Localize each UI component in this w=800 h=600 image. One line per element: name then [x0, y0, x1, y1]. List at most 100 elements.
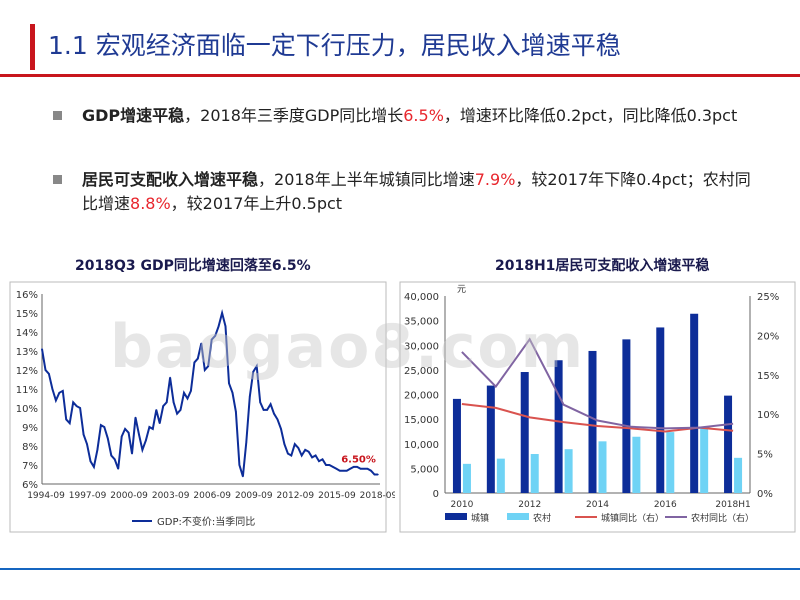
urban-income-bar	[622, 339, 631, 493]
gdp-data-point	[217, 325, 220, 328]
gdp-data-point	[363, 468, 365, 470]
footer-line	[0, 568, 800, 570]
gdp-data-point	[318, 460, 320, 462]
gdp-x-tick-label: 2018-09	[360, 491, 395, 501]
gdp-data-point	[103, 426, 106, 428]
gdp-data-point	[124, 428, 126, 430]
gdp-data-point	[342, 469, 345, 472]
gdp-data-point	[238, 464, 241, 466]
income-right-tick-label: 20%	[757, 331, 779, 342]
urban-income-bar	[656, 327, 665, 493]
bullet-income-hl2: 8.8%	[130, 194, 171, 213]
gdp-y-tick-label: 16%	[16, 290, 38, 301]
urban-income-bar	[554, 360, 563, 493]
bullet-income-bold: 居民可支配收入增速平稳	[82, 170, 259, 189]
gdp-data-point	[377, 473, 379, 476]
gdp-data-point	[273, 412, 275, 415]
income-chart-title: 2018H1居民可支配收入增速平稳	[495, 258, 710, 274]
gdp-data-point	[127, 431, 130, 434]
gdp-data-point	[44, 369, 47, 371]
urban-income-bar	[486, 385, 495, 493]
bullet-gdp-text: GDP增速平稳，2018年三季度GDP同比增长6.5%，增速环比降低0.2pct…	[82, 104, 760, 128]
gdp-x-tick-label: 2000-09	[110, 491, 148, 501]
bullet-gdp-hl1: 6.5%	[403, 106, 444, 125]
gdp-legend-label: GDP:不变价:当季同比	[157, 515, 255, 528]
gdp-data-point	[169, 376, 171, 379]
income-legend-swatch	[445, 513, 467, 520]
income-left-tick-label: 15,000	[404, 415, 439, 426]
gdp-data-point	[214, 335, 216, 337]
gdp-data-point	[96, 449, 99, 451]
gdp-data-point	[113, 458, 116, 461]
income-left-tick-label: 10,000	[404, 440, 439, 451]
gdp-y-tick-label: 6%	[22, 480, 38, 491]
rural-income-bar	[734, 457, 743, 493]
gdp-data-point	[148, 426, 151, 428]
title-underline	[0, 74, 800, 77]
gdp-data-point	[152, 428, 154, 430]
gdp-data-point	[266, 409, 268, 411]
gdp-data-point	[72, 401, 74, 404]
gdp-data-point	[248, 395, 251, 398]
gdp-x-tick-label: 2009-09	[235, 491, 273, 501]
gdp-chart-title: 2018Q3 GDP同比增速回落至6.5%	[75, 258, 311, 274]
gdp-data-point	[197, 357, 199, 360]
urban-growth-line	[461, 403, 734, 433]
rural-income-bar	[530, 454, 539, 493]
rural-income-bar	[598, 441, 607, 493]
gdp-data-point	[110, 454, 113, 457]
gdp-y-tick-label: 8%	[22, 442, 38, 453]
rural-growth-line	[461, 337, 734, 430]
rural-income-bar	[632, 436, 641, 493]
gdp-data-point	[359, 468, 362, 470]
income-x-tick-label: 2016	[654, 500, 677, 510]
bullet-income-text: 居民可支配收入增速平稳，2018年上半年城镇同比增速7.9%，较2017年下降0…	[82, 168, 760, 216]
gdp-data-point	[41, 348, 43, 350]
gdp-data-point	[207, 365, 210, 367]
gdp-data-point	[366, 468, 369, 470]
gdp-data-point	[311, 456, 313, 459]
gdp-data-point	[48, 373, 50, 375]
income-x-tick-label: 2010	[450, 500, 473, 510]
urban-income-bar	[690, 313, 699, 493]
gdp-data-point	[193, 361, 196, 364]
gdp-data-point	[356, 466, 358, 468]
income-legend-label: 城镇同比（右）	[601, 512, 664, 524]
gdp-chart-frame	[9, 281, 387, 533]
income-left-tick-label: 35,000	[404, 317, 439, 328]
gdp-data-point	[373, 473, 376, 476]
bullet-income: 居民可支配收入增速平稳，2018年上半年城镇同比增速7.9%，较2017年下降0…	[53, 168, 760, 216]
gdp-data-point	[61, 390, 64, 392]
rural-income-bar	[700, 426, 709, 493]
gdp-data-point	[82, 433, 85, 436]
bullet-gdp-bold: GDP增速平稳	[82, 106, 185, 125]
bullet-income-t3: ，较2017年上升0.5pct	[170, 194, 343, 213]
bullet-gdp-t2: ，增速环比降低0.2pct，同比降低0.3pct	[443, 106, 738, 125]
income-left-tick-label: 25,000	[404, 366, 439, 377]
gdp-y-tick-label: 15%	[16, 309, 38, 320]
income-left-tick-label: 0	[433, 489, 439, 500]
income-bar-line-chart: 元 0 5,000 10,000 15,000 20,000 25,000 30,000 35,…	[399, 281, 796, 533]
bullet-income-t2: ，较2017年下降0.4pct；农村同比增速	[82, 170, 751, 213]
gdp-data-point	[370, 469, 372, 472]
income-right-tick-label: 5%	[757, 450, 773, 461]
rural-income-bar	[462, 463, 471, 493]
gdp-data-point	[89, 460, 92, 462]
gdp-data-point	[186, 397, 189, 400]
urban-income-bar	[724, 395, 733, 493]
gdp-data-point	[231, 392, 234, 394]
income-left-tick-label: 20,000	[404, 391, 439, 402]
gdp-data-point	[276, 418, 279, 421]
gdp-data-point	[221, 312, 223, 314]
gdp-data-point	[242, 475, 244, 478]
gdp-data-point	[283, 443, 286, 445]
gdp-data-point	[75, 405, 78, 407]
gdp-data-point	[259, 401, 261, 404]
title-accent-bar	[30, 24, 35, 70]
bullet-gdp: GDP增速平稳，2018年三季度GDP同比增长6.5%，增速环比降低0.2pct…	[53, 104, 760, 128]
gdp-data-point	[172, 401, 175, 404]
bullet-square-icon	[53, 111, 62, 120]
gdp-data-point	[228, 382, 230, 385]
gdp-data-point	[51, 388, 54, 390]
income-right-tick-label: 0%	[757, 489, 773, 500]
